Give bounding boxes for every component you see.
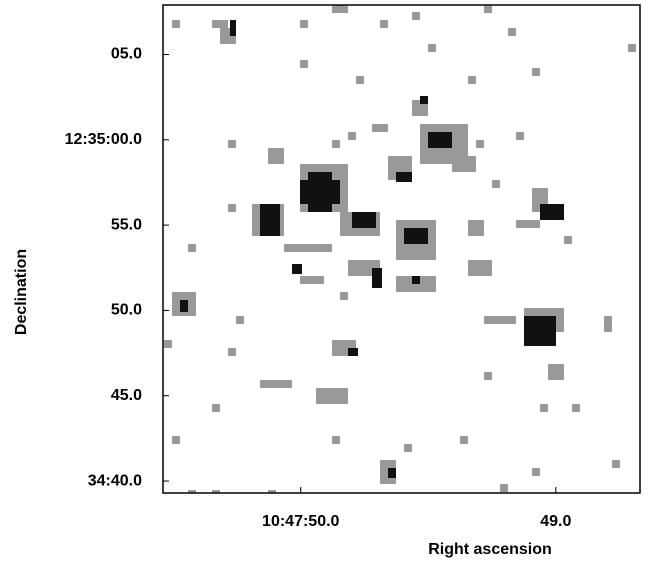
x-tick-label: 49.0 (540, 513, 571, 530)
y-tick-label: 05.0 (111, 46, 142, 63)
y-tick-label: 50.0 (111, 302, 142, 319)
y-tick-label: 34:40.0 (88, 472, 142, 489)
image-bright-pixels (180, 20, 564, 478)
x-tick-label: 10:47:50.0 (262, 513, 339, 530)
y-tick-label: 45.0 (111, 387, 142, 404)
y-tick-label: 55.0 (111, 216, 142, 233)
y-tick-label: 12:35:00.0 (65, 131, 142, 148)
y-axis-label: Declination (13, 249, 30, 335)
image-pixels (164, 5, 636, 493)
x-axis-label: Right ascension (428, 541, 552, 558)
plot-frame (162, 4, 641, 494)
